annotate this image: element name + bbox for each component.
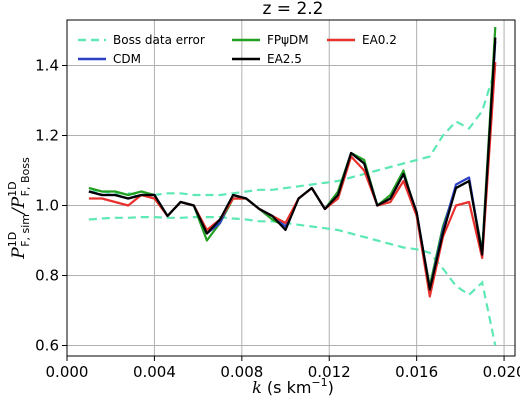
y-axis-ticks: 0.6 0.8 1.0 1.2 1.4 [35, 57, 67, 355]
grid [66, 20, 515, 356]
y-tick-label: 0.6 [35, 337, 59, 355]
y-tick-label: 0.8 [35, 267, 59, 285]
y-tick-label: 1.0 [35, 197, 59, 215]
error-band-lower [88, 216, 497, 346]
series-line-ea2-5 [88, 37, 497, 291]
y-label-den-sub: F, Boss [19, 157, 32, 196]
x-tick-label: 0.000 [46, 363, 89, 381]
y-label-p-num: P [9, 247, 29, 260]
y-label-num-sub: F, sim [19, 214, 32, 247]
x-tick-label: 0.008 [220, 363, 263, 381]
error-band [88, 68, 497, 346]
legend-label: Boss data error [113, 33, 205, 47]
x-tick-label: 0.004 [133, 363, 176, 381]
x-tick-label: 0.016 [395, 363, 438, 381]
series-line-cdm [88, 40, 497, 291]
x-axis-label-unit: (s km [262, 378, 312, 397]
y-label-num-sup: 1D [6, 232, 19, 247]
legend-label: EA2.5 [267, 52, 302, 66]
legend-label: CDM [113, 52, 141, 66]
legend: Boss data error CDM FPψDM EA2.5 EA0.2 [78, 33, 397, 66]
x-axis-label-var: k [252, 378, 262, 397]
legend-label: FPψDM [267, 33, 309, 47]
y-axis-label: P1DF, sim/P1DF, Boss [6, 157, 32, 260]
series-lines [88, 26, 497, 298]
y-label-den-sup: 1D [6, 181, 19, 196]
y-tick-label: 1.2 [35, 127, 59, 145]
legend-label: EA0.2 [362, 33, 397, 47]
x-tick-label: 0.012 [308, 363, 351, 381]
x-axis-label-exp: −1 [311, 376, 327, 389]
chart-title: z = 2.2 [262, 0, 323, 19]
x-axis-label: k (s km−1) [252, 376, 334, 397]
x-tick-label: 0.020 [483, 363, 520, 381]
x-axis-label-close: ) [328, 378, 334, 397]
y-label-slash: /P [9, 196, 29, 216]
plot-frame [66, 19, 516, 357]
y-axis-label-text: P1DF, sim/P1DF, Boss [6, 157, 32, 260]
error-band-upper [88, 68, 497, 197]
x-axis-ticks: 0.000 0.004 0.008 0.012 0.016 0.020 [46, 356, 520, 381]
y-tick-label: 1.4 [35, 57, 59, 75]
